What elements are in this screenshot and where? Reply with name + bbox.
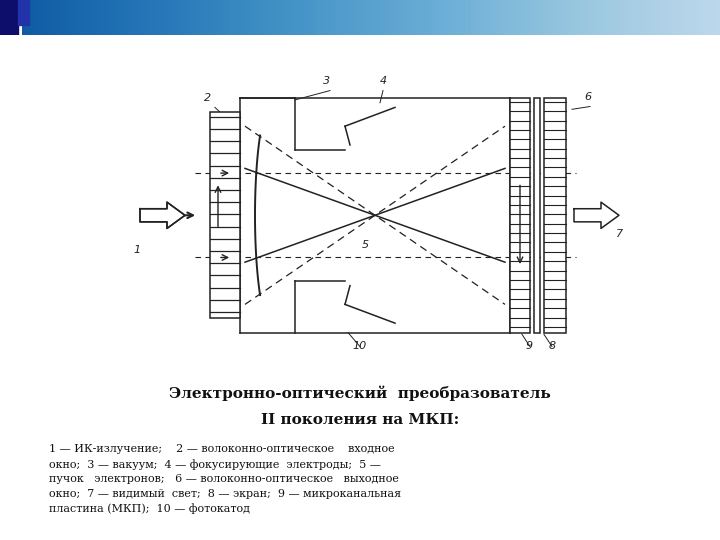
Text: 4: 4	[380, 76, 387, 86]
Bar	[18, 0, 29, 24]
Text: Электронно-оптический  преобразователь: Электронно-оптический преобразователь	[169, 386, 551, 401]
Polygon shape	[140, 202, 185, 228]
Text: 1: 1	[133, 245, 140, 255]
Text: 8: 8	[549, 341, 556, 352]
Bar	[210, 112, 240, 319]
Polygon shape	[574, 202, 619, 228]
Bar	[0, 0, 18, 35]
Text: 9: 9	[526, 341, 533, 352]
Text: II поколения на МКП:: II поколения на МКП:	[261, 413, 459, 427]
Text: 3: 3	[323, 76, 330, 86]
Text: 5: 5	[362, 240, 369, 250]
Text: 7: 7	[616, 229, 623, 239]
Text: 1 — ИК-излучение;    2 — волоконно-оптическое    входное
окно;  3 — вакуум;  4 —: 1 — ИК-излучение; 2 — волоконно-оптическ…	[49, 444, 401, 515]
Text: 10: 10	[352, 341, 366, 352]
Bar	[510, 98, 530, 333]
Text: 6: 6	[584, 92, 591, 102]
Text: 2: 2	[204, 93, 211, 103]
Bar	[534, 98, 540, 333]
Bar	[544, 98, 566, 333]
